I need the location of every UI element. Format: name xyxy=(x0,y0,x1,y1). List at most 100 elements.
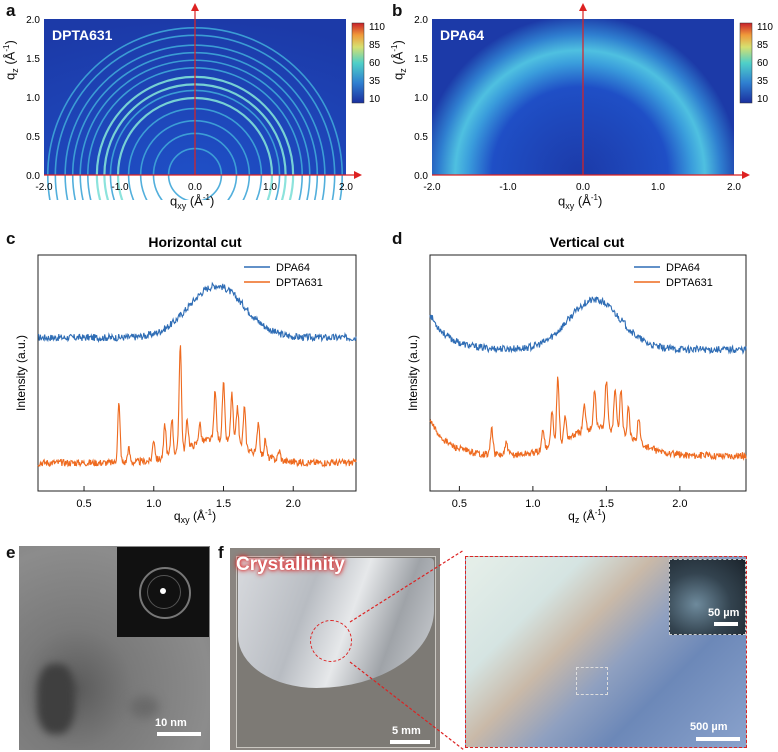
fft-ring xyxy=(139,567,191,619)
horizontal-cut-chart: Horizontal cut Intensity (a.u.) qxy (Å-1… xyxy=(14,234,357,525)
giwaxs-b-y-ticks: 2.0 1.5 1.0 0.5 0.0 xyxy=(414,15,428,182)
optical-micrograph: 50 µm 500 µm xyxy=(465,556,747,748)
giwaxs-b-colorbar-ticks: 110 85 60 35 10 xyxy=(757,22,773,105)
plot-frame xyxy=(37,254,357,492)
legend-label: DPA64 xyxy=(666,262,700,274)
fft-center xyxy=(160,588,166,594)
x-ticks: 0.5 1.0 1.5 2.0 xyxy=(76,486,301,510)
scale-bar xyxy=(390,740,430,744)
cbar-tick: 35 xyxy=(369,76,381,87)
y-tick: 0.5 xyxy=(414,132,428,143)
x-tick-label: 1.5 xyxy=(216,498,231,510)
y-tick: 1.5 xyxy=(26,54,40,65)
x-tick-label: 1.0 xyxy=(146,498,161,510)
arrowhead-icon xyxy=(742,171,750,179)
series-line-dpta631 xyxy=(37,345,357,468)
zoom-circle xyxy=(310,620,352,662)
x-ticks: 0.5 1.0 1.5 2.0 xyxy=(452,486,688,510)
x-tick: -1.0 xyxy=(499,182,517,193)
zoom-line xyxy=(349,549,465,623)
plot-frame xyxy=(429,254,747,492)
tem-dark-region xyxy=(129,696,159,718)
cbar-tick: 10 xyxy=(757,94,769,105)
y-tick: 0.5 xyxy=(26,132,40,143)
y-axis-label: Intensity (a.u.) xyxy=(14,335,28,411)
arrowhead-icon xyxy=(354,171,362,179)
fft-ring xyxy=(147,575,181,609)
giwaxs-b-colorbar xyxy=(739,22,753,104)
x-axis-label: qxy (Å-1) xyxy=(174,508,216,525)
x-tick: -1.0 xyxy=(111,182,129,193)
panel-letter-a: a xyxy=(6,1,16,20)
arrowhead-icon xyxy=(579,3,587,11)
panel-letter-d: d xyxy=(392,229,403,248)
inset-region xyxy=(576,667,608,695)
giwaxs-a: DPTA631 110 85 60 35 10 2.0 1.5 1.0 0.5 … xyxy=(26,3,385,200)
giwaxs-a-x-ticks: -2.0 -1.0 0.0 1.0 2.0 xyxy=(35,182,353,193)
x-tick-label: 1.5 xyxy=(599,498,614,510)
cbar-tick: 110 xyxy=(369,22,385,33)
x-tick: 2.0 xyxy=(727,182,741,193)
series-group xyxy=(37,281,357,468)
series-line-dpa64 xyxy=(429,296,747,355)
tem-image: 10 nm xyxy=(19,546,210,750)
giwaxs-a-x-label: qxy (Å-1) xyxy=(170,193,215,211)
legend-label: DPTA631 xyxy=(276,277,323,289)
x-tick: 0.0 xyxy=(188,182,202,193)
series-line-dpta631 xyxy=(429,376,747,461)
x-tick: 1.0 xyxy=(263,182,277,193)
panel-letter-f: f xyxy=(218,543,224,562)
vertical-cut-chart: Vertical cut Intensity (a.u.) qz (Å-1) 0… xyxy=(406,234,747,525)
x-tick-label: 0.5 xyxy=(452,498,467,510)
scale-bar-label: 5 mm xyxy=(392,725,421,737)
x-tick: 1.0 xyxy=(651,182,665,193)
giwaxs-b-sample-label: DPA64 xyxy=(440,27,484,43)
legend: DPA64 DPTA631 xyxy=(634,262,713,289)
scale-bar-label: 50 µm xyxy=(708,607,740,619)
x-tick: 2.0 xyxy=(339,182,353,193)
x-tick-label: 2.0 xyxy=(672,498,687,510)
cbar-tick: 60 xyxy=(757,58,769,69)
y-tick: 1.5 xyxy=(414,54,428,65)
x-tick-label: 2.0 xyxy=(286,498,301,510)
x-axis-label: qz (Å-1) xyxy=(568,508,606,525)
giwaxs-a-colorbar-ticks: 110 85 60 35 10 xyxy=(369,22,385,105)
giwaxs-b-x-ticks: -2.0 -1.0 0.0 1.0 2.0 xyxy=(423,182,741,193)
y-tick: 0.0 xyxy=(26,171,40,182)
tem-dark-region xyxy=(37,664,75,734)
panel-letter-b: b xyxy=(392,1,403,20)
legend: DPA64 DPTA631 xyxy=(244,262,323,289)
scale-bar xyxy=(157,732,201,736)
legend-label: DPTA631 xyxy=(666,277,713,289)
giwaxs-a-y-ticks: 2.0 1.5 1.0 0.5 0.0 xyxy=(26,15,40,182)
giwaxs-a-sample-label: DPTA631 xyxy=(52,27,113,43)
y-tick: 2.0 xyxy=(26,15,40,26)
optical-inset: 50 µm xyxy=(669,559,746,635)
arrowhead-icon xyxy=(191,3,199,11)
cbar-tick: 85 xyxy=(757,40,769,51)
y-tick: 1.0 xyxy=(414,93,428,104)
legend-label: DPA64 xyxy=(276,262,310,274)
panel-letter-e: e xyxy=(6,543,16,562)
cbar-tick: 60 xyxy=(369,58,381,69)
y-axis-label: Intensity (a.u.) xyxy=(406,335,420,411)
chart-title: Horizontal cut xyxy=(148,234,242,250)
cbar-tick: 85 xyxy=(369,40,381,51)
giwaxs-a-colorbar xyxy=(351,22,365,104)
scale-bar-label: 10 nm xyxy=(155,717,187,729)
x-tick-label: 1.0 xyxy=(525,498,540,510)
series-group xyxy=(429,296,747,461)
cbar-tick: 10 xyxy=(369,94,381,105)
film-photo: Crystallinity 5 mm xyxy=(230,548,440,750)
giwaxs-b: DPA64 110 85 60 35 10 2.0 1.5 1.0 0.5 0.… xyxy=(414,3,773,193)
zoom-line xyxy=(349,661,465,751)
crystallinity-label: Crystallinity xyxy=(236,554,345,575)
giwaxs-b-x-label: qxy (Å-1) xyxy=(558,193,603,211)
y-tick: 1.0 xyxy=(26,93,40,104)
scale-bar xyxy=(696,737,740,741)
scale-bar-label: 500 µm xyxy=(690,721,728,733)
chart-title: Vertical cut xyxy=(550,234,625,250)
x-tick-label: 0.5 xyxy=(76,498,91,510)
x-tick: -2.0 xyxy=(423,182,441,193)
y-tick: 2.0 xyxy=(414,15,428,26)
